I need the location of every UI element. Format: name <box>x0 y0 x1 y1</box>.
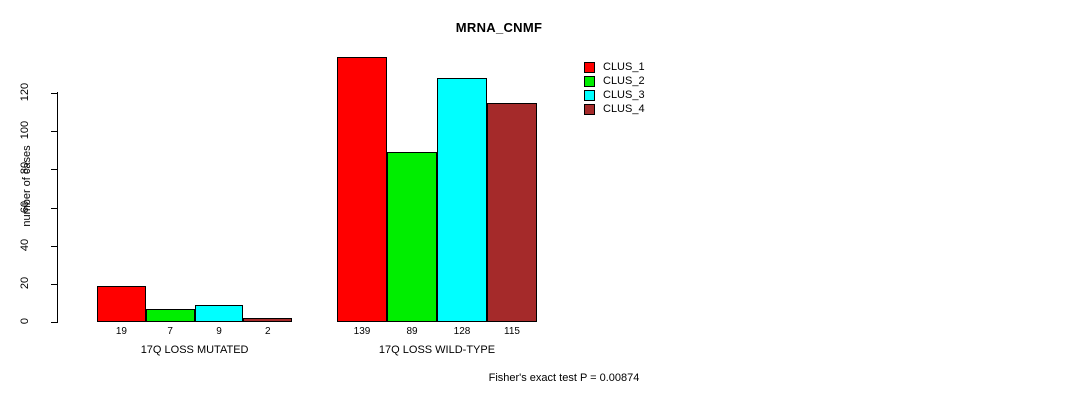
group-label: 17Q LOSS WILD-TYPE <box>378 344 496 356</box>
y-axis-tick <box>51 245 57 247</box>
y-axis-tick <box>51 131 57 133</box>
legend-item[interactable]: CLUS_3 <box>584 88 645 102</box>
bar-clus-4[interactable] <box>243 318 293 322</box>
bar-value-label: 139 <box>353 326 371 337</box>
y-axis-tick <box>51 93 57 94</box>
legend-label-clus-4: CLUS_4 <box>603 103 645 115</box>
group-label: 17Q LOSS MUTATED <box>140 344 249 356</box>
bar-value-label: 115 <box>504 326 520 337</box>
y-axis-line <box>57 92 58 323</box>
bar-clus-1[interactable] <box>97 285 146 322</box>
legend: CLUS_1 CLUS_2 CLUS_3 CLUS_4 <box>584 60 645 116</box>
legend-swatch-clus-1 <box>584 61 595 73</box>
legend-label-clus-2: CLUS_2 <box>603 75 645 87</box>
legend-swatch-clus-3 <box>584 89 595 101</box>
bar-value-label: 89 <box>406 326 418 337</box>
legend-item[interactable]: CLUS_4 <box>584 102 645 116</box>
chart-title-text: MRNA_CNMF <box>455 20 543 35</box>
bar-clus-1[interactable] <box>337 56 387 322</box>
legend-label-clus-1: CLUS_1 <box>603 61 645 73</box>
bar-value-label: 7 <box>167 326 173 337</box>
bar-clus-3[interactable] <box>194 304 244 322</box>
chart-title: MRNA_CNMF <box>0 20 1090 35</box>
legend-item[interactable]: CLUS_1 <box>584 60 645 74</box>
legend-label-clus-3: CLUS_3 <box>603 89 645 101</box>
legend-swatch-clus-4 <box>584 103 595 115</box>
legend-swatch-clus-2 <box>584 75 595 87</box>
bar-clus-2[interactable] <box>145 308 195 322</box>
footer-note: Fisher's exact test P = 0.00874 <box>0 372 1090 384</box>
fisher-test-text: Fisher's exact test P = 0.00874 <box>488 372 640 384</box>
bar-clus-2[interactable] <box>387 152 437 322</box>
y-axis-tick <box>51 283 57 285</box>
bar-value-label: 2 <box>265 326 271 337</box>
bar-value-label: 128 <box>453 326 471 337</box>
y-axis-tick <box>51 207 57 209</box>
y-axis-tick <box>51 169 57 171</box>
y-axis-tick-label: 120 <box>19 82 31 102</box>
bar-clus-4[interactable] <box>487 102 537 322</box>
bar-clus-3[interactable] <box>437 77 487 322</box>
legend-item[interactable]: CLUS_2 <box>584 74 645 88</box>
bar-value-label: 19 <box>115 326 127 337</box>
bar-value-label: 9 <box>216 326 222 337</box>
y-axis-tick <box>51 322 57 323</box>
